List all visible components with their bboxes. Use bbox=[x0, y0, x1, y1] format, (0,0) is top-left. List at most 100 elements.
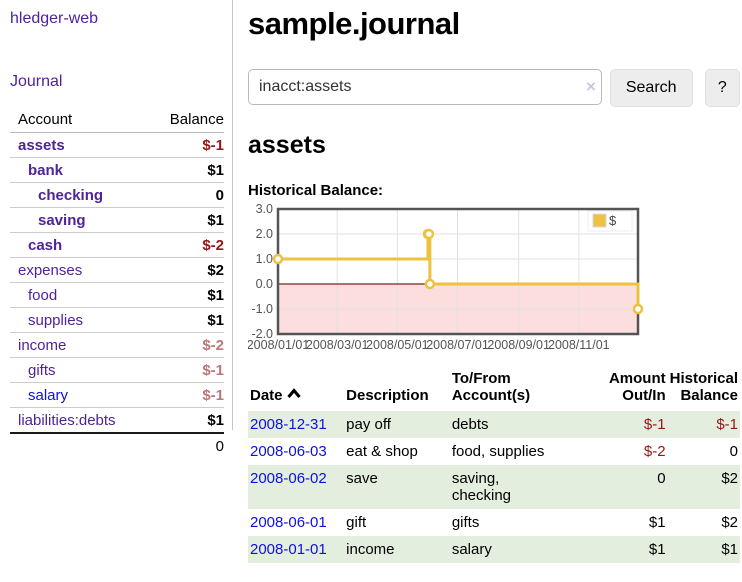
transaction-amount: $1 bbox=[600, 536, 668, 563]
account-link[interactable]: checking bbox=[38, 186, 104, 204]
svg-text:-1.0: -1.0 bbox=[251, 302, 273, 316]
account-link[interactable]: expenses bbox=[18, 261, 83, 279]
account-row: checking 0 bbox=[10, 182, 224, 208]
transaction-description: pay off bbox=[344, 411, 450, 438]
account-balance: $-1 bbox=[144, 357, 224, 383]
accounts-table: Account Balance assets $-1 bank $1 checking 0… bbox=[10, 108, 224, 458]
svg-text:2008/09/01: 2008/09/01 bbox=[487, 338, 550, 352]
transaction-amount: $-1 bbox=[600, 411, 668, 438]
search-bar: × Search ? bbox=[248, 69, 740, 107]
accounts-total-row: 0 bbox=[10, 432, 224, 458]
accounts-column-header: To/From Account(s) bbox=[451, 370, 531, 404]
transaction-description: gift bbox=[346, 514, 367, 531]
svg-text:2008/01/01: 2008/01/01 bbox=[248, 338, 309, 352]
balance-column-header: Balance bbox=[144, 108, 224, 133]
accounts-total-value: 0 bbox=[144, 432, 224, 458]
account-balance: $2 bbox=[144, 257, 224, 283]
account-link[interactable]: supplies bbox=[28, 311, 84, 329]
svg-text:3.0: 3.0 bbox=[256, 204, 273, 216]
account-row: supplies $1 bbox=[10, 307, 224, 333]
account-balance: $1 bbox=[144, 207, 224, 233]
transaction-date-link[interactable]: 2008-06-03 bbox=[250, 443, 327, 460]
account-balance: $1 bbox=[144, 282, 224, 308]
transaction-accounts: debts bbox=[449, 411, 601, 438]
transaction-amount: 0 bbox=[600, 465, 668, 509]
transaction-amount: $1 bbox=[648, 514, 666, 531]
account-link[interactable]: gifts bbox=[28, 361, 56, 379]
account-link[interactable]: income bbox=[18, 336, 67, 354]
chart-label: Historical Balance: bbox=[248, 182, 384, 199]
transaction-description: save bbox=[344, 465, 450, 509]
register-table: Date Description To/From Account(s) Amou… bbox=[248, 366, 740, 563]
account-balance: $-2 bbox=[144, 232, 224, 258]
account-row: assets $-1 bbox=[10, 133, 224, 158]
historical-balance-chart: $ -2.0 -1.0 0.0 1.0 2.0 3.0 2008/01/01 2008/03/0… bbox=[247, 202, 650, 354]
transaction-date-link[interactable]: 2008-06-01 bbox=[250, 514, 327, 531]
transaction-date-link[interactable]: 2008-12-31 bbox=[250, 416, 327, 433]
transaction-description: eat & shop bbox=[346, 443, 418, 460]
svg-text:2008/05/01: 2008/05/01 bbox=[366, 338, 429, 352]
register-row: 2008-06-03 eat & shop food, supplies $-2 0 bbox=[248, 438, 740, 465]
account-row: gifts $-1 bbox=[10, 357, 224, 383]
account-row: food $1 bbox=[10, 282, 224, 308]
svg-text:1.0: 1.0 bbox=[256, 252, 273, 266]
accounts-table-header: Account Balance bbox=[10, 108, 224, 133]
account-row: expenses $2 bbox=[10, 257, 224, 283]
transaction-balance: $1 bbox=[667, 536, 740, 563]
sort-ascending-icon bbox=[286, 388, 301, 398]
date-column-header[interactable]: Date bbox=[248, 366, 344, 411]
search-input[interactable] bbox=[248, 69, 602, 105]
account-balance: $-1 bbox=[144, 382, 224, 408]
app-brand-link[interactable]: hledger-web bbox=[10, 10, 99, 27]
svg-text:2008/11/01: 2008/11/01 bbox=[548, 338, 610, 352]
account-row: liabilities:debts $1 bbox=[10, 407, 224, 433]
transaction-description: income bbox=[344, 536, 450, 563]
account-link[interactable]: cash bbox=[28, 236, 63, 254]
account-link[interactable]: bank bbox=[28, 161, 64, 179]
transaction-date-link[interactable]: 2008-06-02 bbox=[250, 470, 327, 487]
search-button[interactable]: Search bbox=[609, 69, 693, 107]
account-link[interactable]: food bbox=[28, 286, 58, 304]
transaction-accounts: saving, checking bbox=[449, 465, 601, 509]
clear-search-icon[interactable]: × bbox=[586, 77, 596, 96]
account-page-title: assets bbox=[248, 131, 326, 159]
register-row: 2008-06-01 gift gifts $1 $2 bbox=[248, 509, 740, 536]
page-title: sample.journal bbox=[248, 6, 460, 41]
description-column-header: Description bbox=[346, 387, 429, 404]
account-balance: $-1 bbox=[202, 136, 224, 154]
register-header-row: Date Description To/From Account(s) Amou… bbox=[248, 366, 740, 411]
account-row: saving $1 bbox=[10, 207, 224, 233]
transaction-accounts: salary bbox=[449, 536, 601, 563]
svg-text:2.0: 2.0 bbox=[256, 227, 273, 241]
register-row: 2008-01-01 income salary $1 $1 bbox=[248, 536, 740, 563]
balance-column-header-main: Historical Balance bbox=[669, 370, 738, 404]
account-link[interactable]: saving bbox=[38, 211, 86, 229]
main-content: sample.journal × Search ? assets Histori… bbox=[247, 0, 740, 563]
transaction-balance: $2 bbox=[721, 514, 738, 531]
account-link[interactable]: salary bbox=[28, 386, 69, 404]
svg-text:2008/03/01: 2008/03/01 bbox=[306, 338, 369, 352]
register-row: 2008-06-02 save saving, checking 0 $2 bbox=[248, 465, 740, 509]
help-button[interactable]: ? bbox=[704, 69, 740, 107]
svg-text:0.0: 0.0 bbox=[256, 277, 273, 291]
transaction-amount: $-2 bbox=[643, 443, 666, 460]
account-balance: $1 bbox=[144, 407, 224, 433]
svg-text:$: $ bbox=[609, 213, 617, 228]
amount-column-header: Amount Out/In bbox=[608, 370, 666, 404]
account-link[interactable]: assets bbox=[18, 136, 65, 154]
transaction-balance: $2 bbox=[667, 465, 740, 509]
account-balance: 0 bbox=[144, 182, 224, 208]
account-row: cash $-2 bbox=[10, 232, 224, 258]
account-link[interactable]: liabilities:debts bbox=[18, 411, 116, 429]
account-row: income $-2 bbox=[10, 332, 224, 358]
sidebar: hledger-web Journal Account Balance asse… bbox=[0, 0, 233, 458]
register-row: 2008-12-31 pay off debts $-1 $-1 bbox=[248, 411, 740, 438]
account-column-header: Account bbox=[10, 108, 145, 133]
account-balance: $-2 bbox=[144, 332, 224, 358]
sidebar-item-journal[interactable]: Journal bbox=[10, 73, 63, 90]
transaction-date-link[interactable]: 2008-01-01 bbox=[250, 541, 327, 558]
transaction-accounts: food, supplies bbox=[451, 443, 545, 460]
transaction-accounts: gifts bbox=[451, 514, 480, 531]
svg-text:-2.0: -2.0 bbox=[251, 327, 273, 341]
transaction-balance: $-1 bbox=[667, 411, 740, 438]
